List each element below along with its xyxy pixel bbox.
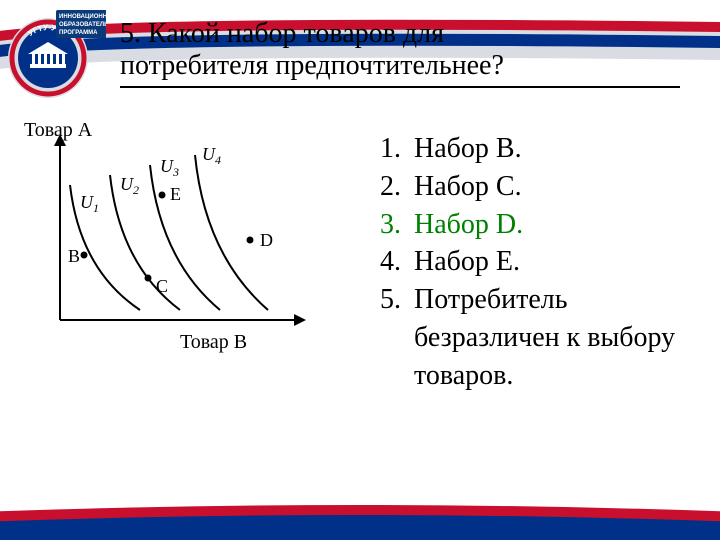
title-line1: 5. Какой набор товаров для [120,18,680,50]
logo: УГТУ-УПИ ИННОВАЦИОННАЯ ОБРАЗОВАТЕЛЬНАЯ П… [6,6,106,106]
answer-list: 1. Набор В. 2. Набор С. 3. Набор D. 4. Н… [380,130,720,395]
curve-label-u2: U2 [120,174,139,197]
point-d-label: D [260,230,273,250]
point-b-label: B [68,246,80,266]
point-c-label: C [156,276,168,296]
answer-1: 1. Набор В. [380,130,720,168]
y-axis-label: Товар А [24,120,93,141]
logo-banner-2: ОБРАЗОВАТЕЛЬНАЯ [59,22,106,28]
curve-label-u3: U3 [160,156,179,179]
answer-2: 2. Набор С. [380,168,720,206]
content-area: Товар А Товар В U1 U2 U3 U4 B C E D 1. [20,120,700,520]
answer-4: 4. Набор Е. [380,243,720,281]
logo-banner-3: ПРОГРАММА [59,30,98,36]
logo-banner-1: ИННОВАЦИОННАЯ [59,14,106,20]
curve-label-u4: U4 [202,144,221,167]
point-e-label: E [170,184,181,204]
indifference-chart: Товар А Товар В U1 U2 U3 U4 B C E D [20,120,350,380]
answer-3: 3. Набор D. [380,206,720,244]
curve-label-u1: U1 [80,192,99,215]
x-axis-label: Товар В [180,331,247,353]
title-line2: потребителя предпочтительнее? [120,50,680,82]
answer-5: 5. Потребитель безразличен к выбору това… [380,281,720,394]
slide-title: 5. Какой набор товаров для потребителя п… [120,18,680,88]
